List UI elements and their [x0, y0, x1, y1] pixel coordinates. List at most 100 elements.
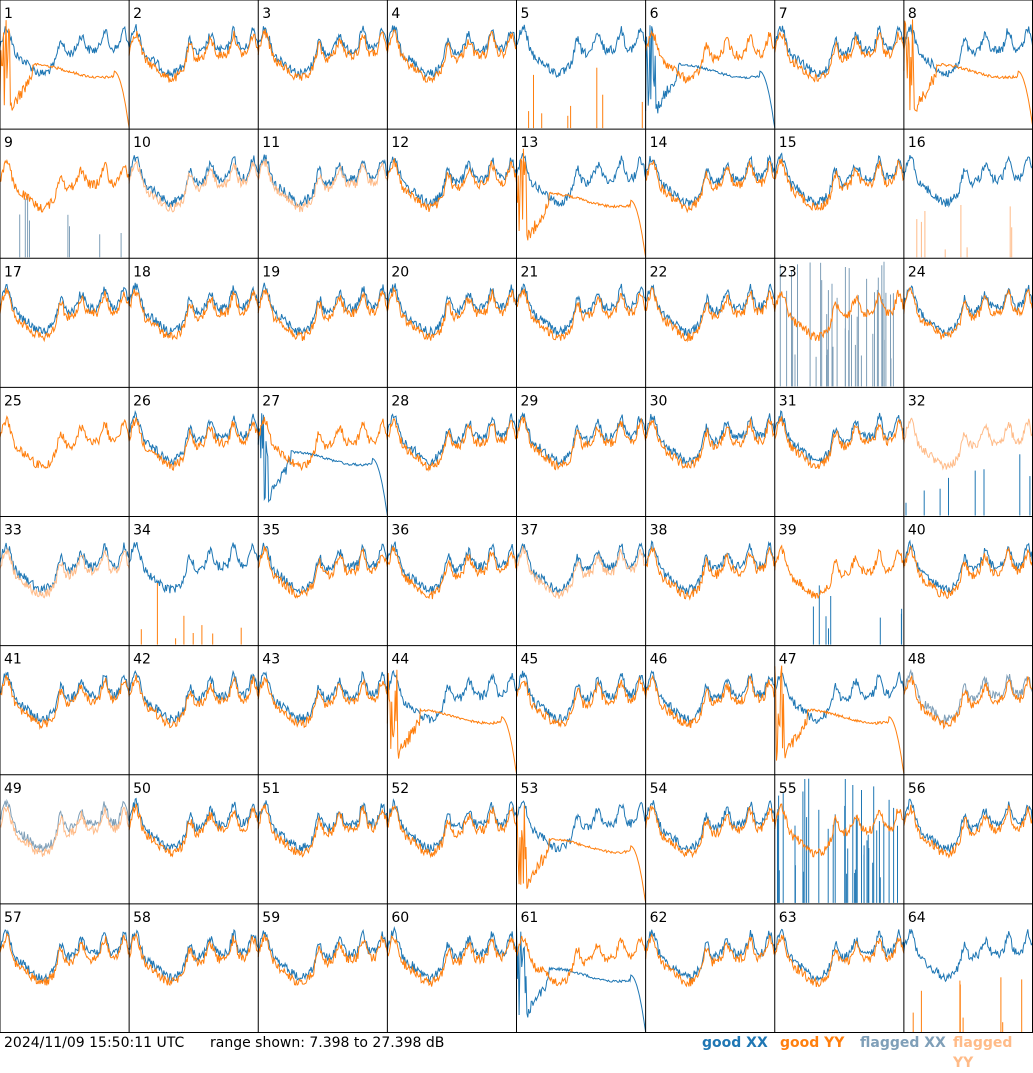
panel-64: 64	[903, 910, 1033, 1032]
series-yy-panel-8	[903, 19, 1033, 128]
series-yy-panel-45	[516, 676, 647, 728]
series-yy-panel-27	[257, 416, 388, 472]
panel-18: 18	[128, 264, 259, 341]
panel-63: 63	[774, 910, 905, 988]
panel-46: 46	[645, 652, 776, 729]
panel-label-25: 25	[4, 393, 22, 409]
panel-label-13: 13	[521, 135, 539, 151]
series-yy-panel-13	[516, 148, 647, 258]
panel-35: 35	[257, 523, 388, 599]
range-text: range shown: 7.398 to 27.398 dB	[210, 1035, 445, 1051]
series-yy-panel-9	[0, 159, 130, 213]
series-yy-panel-55	[774, 803, 905, 858]
series-yy-panel-25	[0, 415, 130, 470]
panel-28: 28	[386, 393, 517, 472]
series-yy-panel-32	[903, 417, 1033, 471]
panel-41: 41	[0, 652, 130, 730]
series-yy-panel-50	[128, 803, 259, 858]
series-yy-panel-62	[645, 933, 776, 988]
panel-40: 40	[903, 523, 1033, 600]
series-xx-panel-12	[386, 156, 517, 208]
series-xx-panel-6	[645, 25, 776, 128]
series-xx-panel-42	[128, 669, 259, 724]
panel-14: 14	[645, 135, 776, 214]
series-xx-panel-63	[774, 928, 905, 982]
panel-label-56: 56	[908, 781, 926, 797]
panel-label-20: 20	[391, 264, 409, 280]
series-xx-panel-30	[645, 413, 776, 466]
panel-label-36: 36	[391, 523, 409, 539]
series-yy-panel-10	[128, 159, 259, 213]
panel-label-24: 24	[908, 264, 926, 280]
panel-label-46: 46	[650, 652, 668, 668]
series-yy-panel-15	[774, 158, 905, 212]
series-xx-panel-17	[0, 283, 130, 337]
series-xx-panel-44	[386, 669, 517, 724]
panel-49: 49	[0, 781, 130, 857]
series-yy-panel-56	[903, 804, 1033, 859]
panel-label-34: 34	[133, 523, 151, 539]
series-xx-panel-34	[128, 542, 259, 594]
panel-16: 16	[903, 135, 1033, 258]
series-yy-panel-42	[128, 674, 259, 729]
panel-label-26: 26	[133, 393, 151, 409]
panel-label-29: 29	[521, 393, 539, 409]
panel-9: 9	[0, 135, 130, 258]
series-xx-panel-16	[903, 155, 1033, 208]
panel-label-6: 6	[650, 6, 659, 22]
series-xx-panel-10	[128, 155, 259, 208]
series-yy-panel-18	[128, 288, 259, 341]
panel-label-23: 23	[779, 264, 797, 280]
timestamp: 2024/11/09 15:50:11 UTC	[4, 1035, 185, 1051]
panel-50: 50	[128, 781, 259, 858]
series-yy-panel-26	[128, 417, 259, 471]
panel-label-10: 10	[133, 135, 151, 151]
panel-label-59: 59	[262, 910, 280, 926]
panel-59: 59	[257, 910, 388, 986]
series-yy-panel-47	[774, 665, 905, 774]
series-yy-panel-17	[0, 287, 130, 343]
panel-51: 51	[257, 781, 388, 858]
series-yy-panel-23	[774, 289, 905, 342]
panel-label-9: 9	[4, 135, 13, 151]
series-yy-panel-29	[516, 416, 647, 471]
panel-42: 42	[128, 652, 259, 729]
panel-label-4: 4	[391, 6, 400, 22]
panel-31: 31	[774, 393, 905, 470]
series-xx-panel-3	[258, 25, 388, 78]
panel-label-63: 63	[779, 910, 797, 926]
panel-label-14: 14	[650, 135, 668, 151]
series-xx-panel-11	[258, 154, 388, 208]
panel-label-50: 50	[133, 781, 151, 797]
series-yy-panel-58	[128, 932, 259, 987]
series-yy-panel-41	[0, 674, 130, 730]
series-yy-panel-14	[645, 159, 776, 214]
series-xx-panel-33	[0, 542, 130, 594]
series-yy-panel-11	[257, 159, 388, 213]
panel-label-12: 12	[391, 135, 409, 151]
panel-label-2: 2	[133, 6, 142, 22]
panel-label-51: 51	[262, 781, 280, 797]
panel-label-11: 11	[262, 135, 280, 151]
panel-label-17: 17	[4, 264, 22, 280]
series-yy-panel-1	[0, 20, 130, 128]
panel-label-28: 28	[391, 393, 409, 409]
panel-47: 47	[774, 652, 905, 774]
panel-15: 15	[774, 135, 905, 212]
series-xx-panel-13	[516, 153, 647, 208]
panel-57: 57	[0, 910, 130, 986]
series-yy-panel-40	[903, 545, 1033, 600]
panel-label-5: 5	[521, 6, 530, 22]
series-yy-panel-63	[774, 934, 905, 988]
series-yy-panel-19	[257, 289, 388, 341]
series-yy-panel-39	[774, 544, 905, 599]
panel-1: 1	[0, 6, 130, 128]
panel-43: 43	[257, 652, 388, 729]
legend-good-xx: good XX	[702, 1035, 768, 1051]
panel-label-42: 42	[133, 652, 151, 668]
series-yy-panel-35	[257, 546, 388, 599]
panel-label-53: 53	[521, 781, 539, 797]
series-yy-panel-48	[903, 674, 1033, 730]
panel-label-52: 52	[391, 781, 409, 797]
